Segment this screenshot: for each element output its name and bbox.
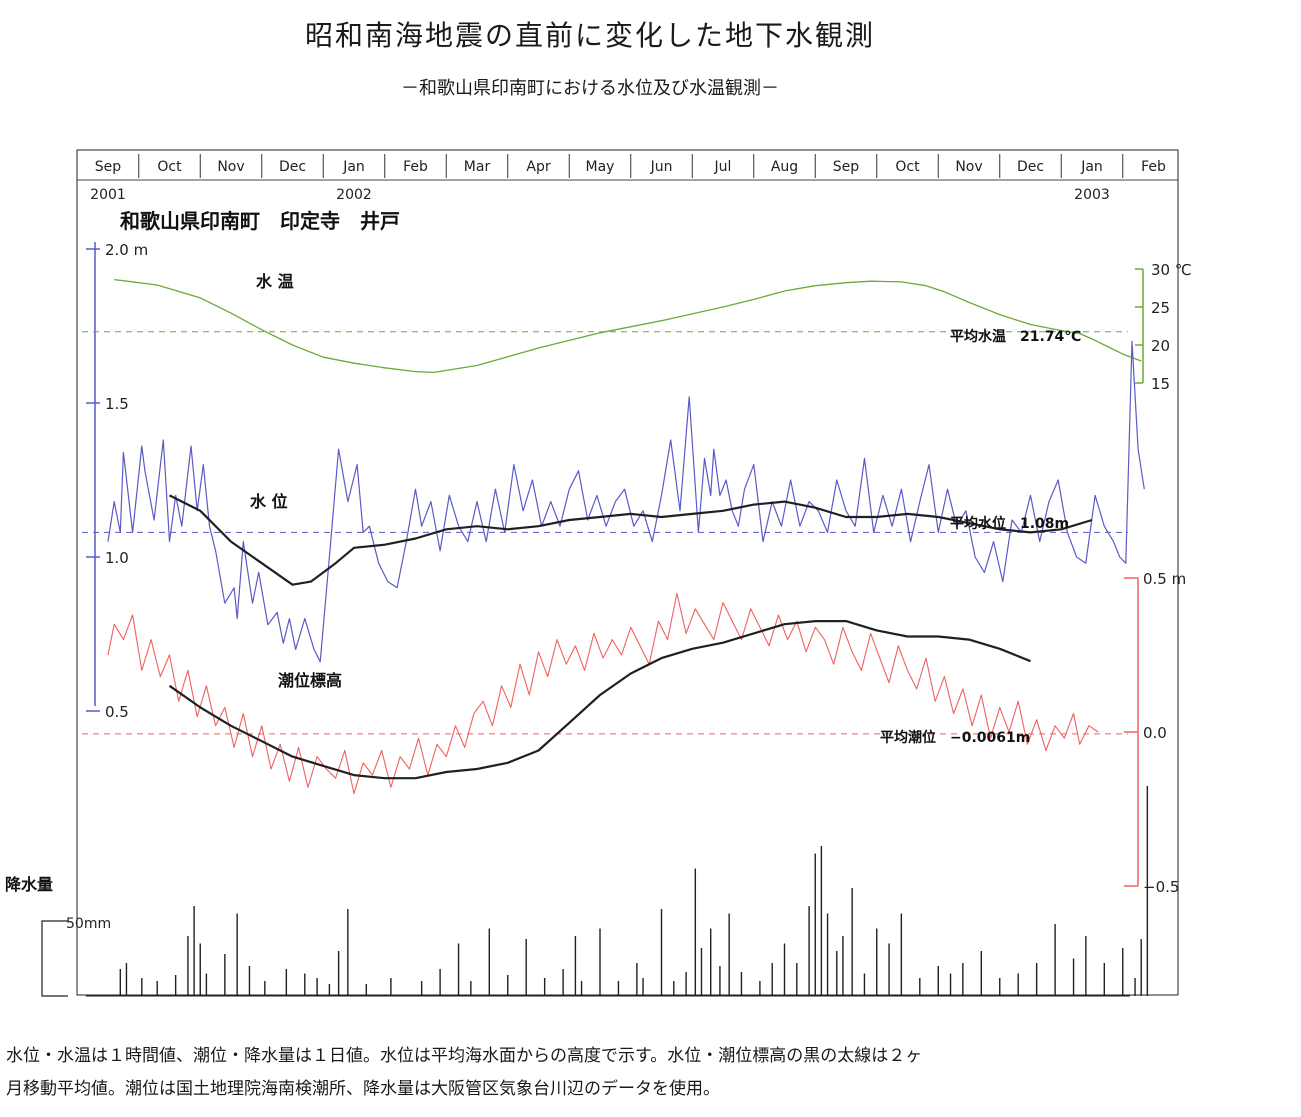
water-level-tick-label: 0.5 — [105, 703, 129, 721]
water-level-label: 水 位 — [250, 492, 288, 511]
site-label: 和歌山県印南町 印定寺 井戸 — [120, 209, 400, 233]
footnote-line: 水位・水温は１時間値、潮位・降水量は１日値。水位は平均海水面からの高度で示す。水… — [6, 1046, 923, 1066]
month-label: Jul — [714, 159, 732, 175]
tide-mean-label: 平均潮位 −0.0061m — [880, 729, 1030, 746]
water-temp-tick-label: 25 — [1151, 299, 1170, 317]
month-label: Jan — [1080, 159, 1103, 175]
tide-tick-label: −0.5 — [1143, 878, 1179, 896]
chart-subtitle: －和歌山県印南町における水位及び水温観測－ — [401, 78, 779, 99]
water-temp-tick-label: 20 — [1151, 337, 1170, 355]
water-temp-tick-label: 30 ℃ — [1151, 261, 1192, 279]
month-label: May — [586, 159, 615, 175]
chart-title: 昭和南海地震の直前に変化した地下水観測 — [304, 19, 875, 52]
water-level-tick-label: 2.0 m — [105, 241, 148, 259]
month-label: Dec — [1017, 159, 1044, 175]
year-label: 2002 — [336, 187, 372, 203]
water-level-mean-label: 平均水位 1.08m — [950, 515, 1069, 532]
month-label: Jan — [342, 159, 365, 175]
water-temp-mean-label: 平均水温 21.74℃ — [950, 328, 1081, 345]
month-label: Feb — [403, 159, 428, 175]
tide-tick-label: 0.5 m — [1143, 570, 1186, 588]
chart-canvas: 和歌山県印南町 印定寺 井戸 Sep Oct Nov Dec Jan Feb Mar Apr M… — [5, 149, 1192, 997]
footnote-line: 月移動平均値。潮位は国土地理院海南検潮所、降水量は大阪管区気象台川辺のデータを使… — [6, 1079, 720, 1099]
year-label: 2003 — [1074, 187, 1110, 203]
tide-line — [107, 592, 1099, 795]
month-label: Sep — [833, 159, 860, 175]
precip-label: 降水量 — [5, 875, 53, 894]
month-label: Dec — [279, 159, 306, 175]
month-label: Nov — [955, 159, 982, 175]
water-temp-label: 水 温 — [256, 272, 294, 291]
precip-scale-bracket — [41, 920, 68, 997]
month-label: Oct — [157, 159, 182, 175]
water-level-tick-label: 1.0 — [105, 549, 129, 567]
month-label: Nov — [217, 159, 244, 175]
water-temp-tick-label: 15 — [1151, 375, 1170, 393]
tide-label: 潮位標高 — [278, 671, 342, 690]
month-label: Oct — [895, 159, 920, 175]
footnote: 水位・水温は１時間値、潮位・降水量は１日値。水位は平均海水面からの高度で示す。水… — [6, 1040, 1296, 1106]
tide-tick-label: 0.0 — [1143, 724, 1167, 742]
tide-moving-average-line — [168, 620, 1031, 780]
water-level-moving-average-line — [169, 494, 1093, 586]
water-temp-line — [114, 278, 1142, 374]
month-label: Sep — [95, 159, 122, 175]
month-label: Mar — [464, 159, 491, 175]
month-label: Feb — [1141, 159, 1166, 175]
year-label: 2001 — [90, 187, 126, 203]
month-label: Aug — [771, 159, 798, 175]
water-level-line — [107, 340, 1145, 663]
month-label: Jun — [650, 159, 673, 175]
precip-scale-label: 50mm — [66, 916, 111, 932]
month-label: Apr — [526, 159, 550, 175]
water-level-tick-label: 1.5 — [105, 395, 129, 413]
plot-frame — [76, 149, 1179, 996]
